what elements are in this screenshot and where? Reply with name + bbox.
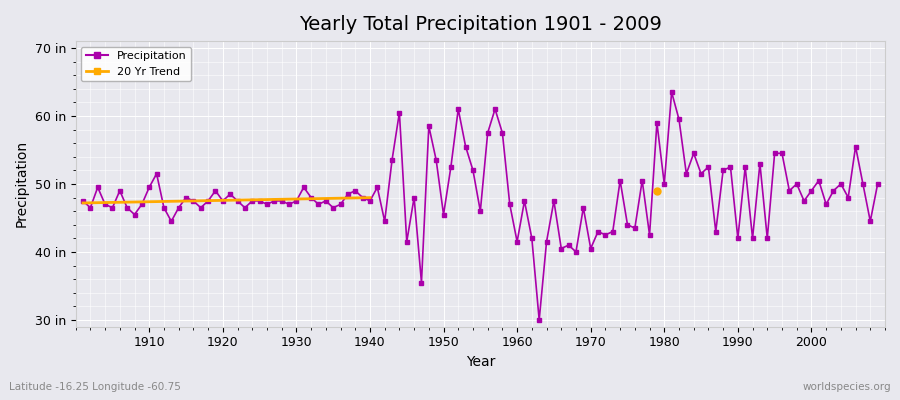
Text: worldspecies.org: worldspecies.org (803, 382, 891, 392)
Legend: Precipitation, 20 Yr Trend: Precipitation, 20 Yr Trend (81, 47, 191, 81)
Y-axis label: Precipitation: Precipitation (15, 140, 29, 228)
Text: Latitude -16.25 Longitude -60.75: Latitude -16.25 Longitude -60.75 (9, 382, 181, 392)
X-axis label: Year: Year (465, 355, 495, 369)
Title: Yearly Total Precipitation 1901 - 2009: Yearly Total Precipitation 1901 - 2009 (299, 15, 662, 34)
